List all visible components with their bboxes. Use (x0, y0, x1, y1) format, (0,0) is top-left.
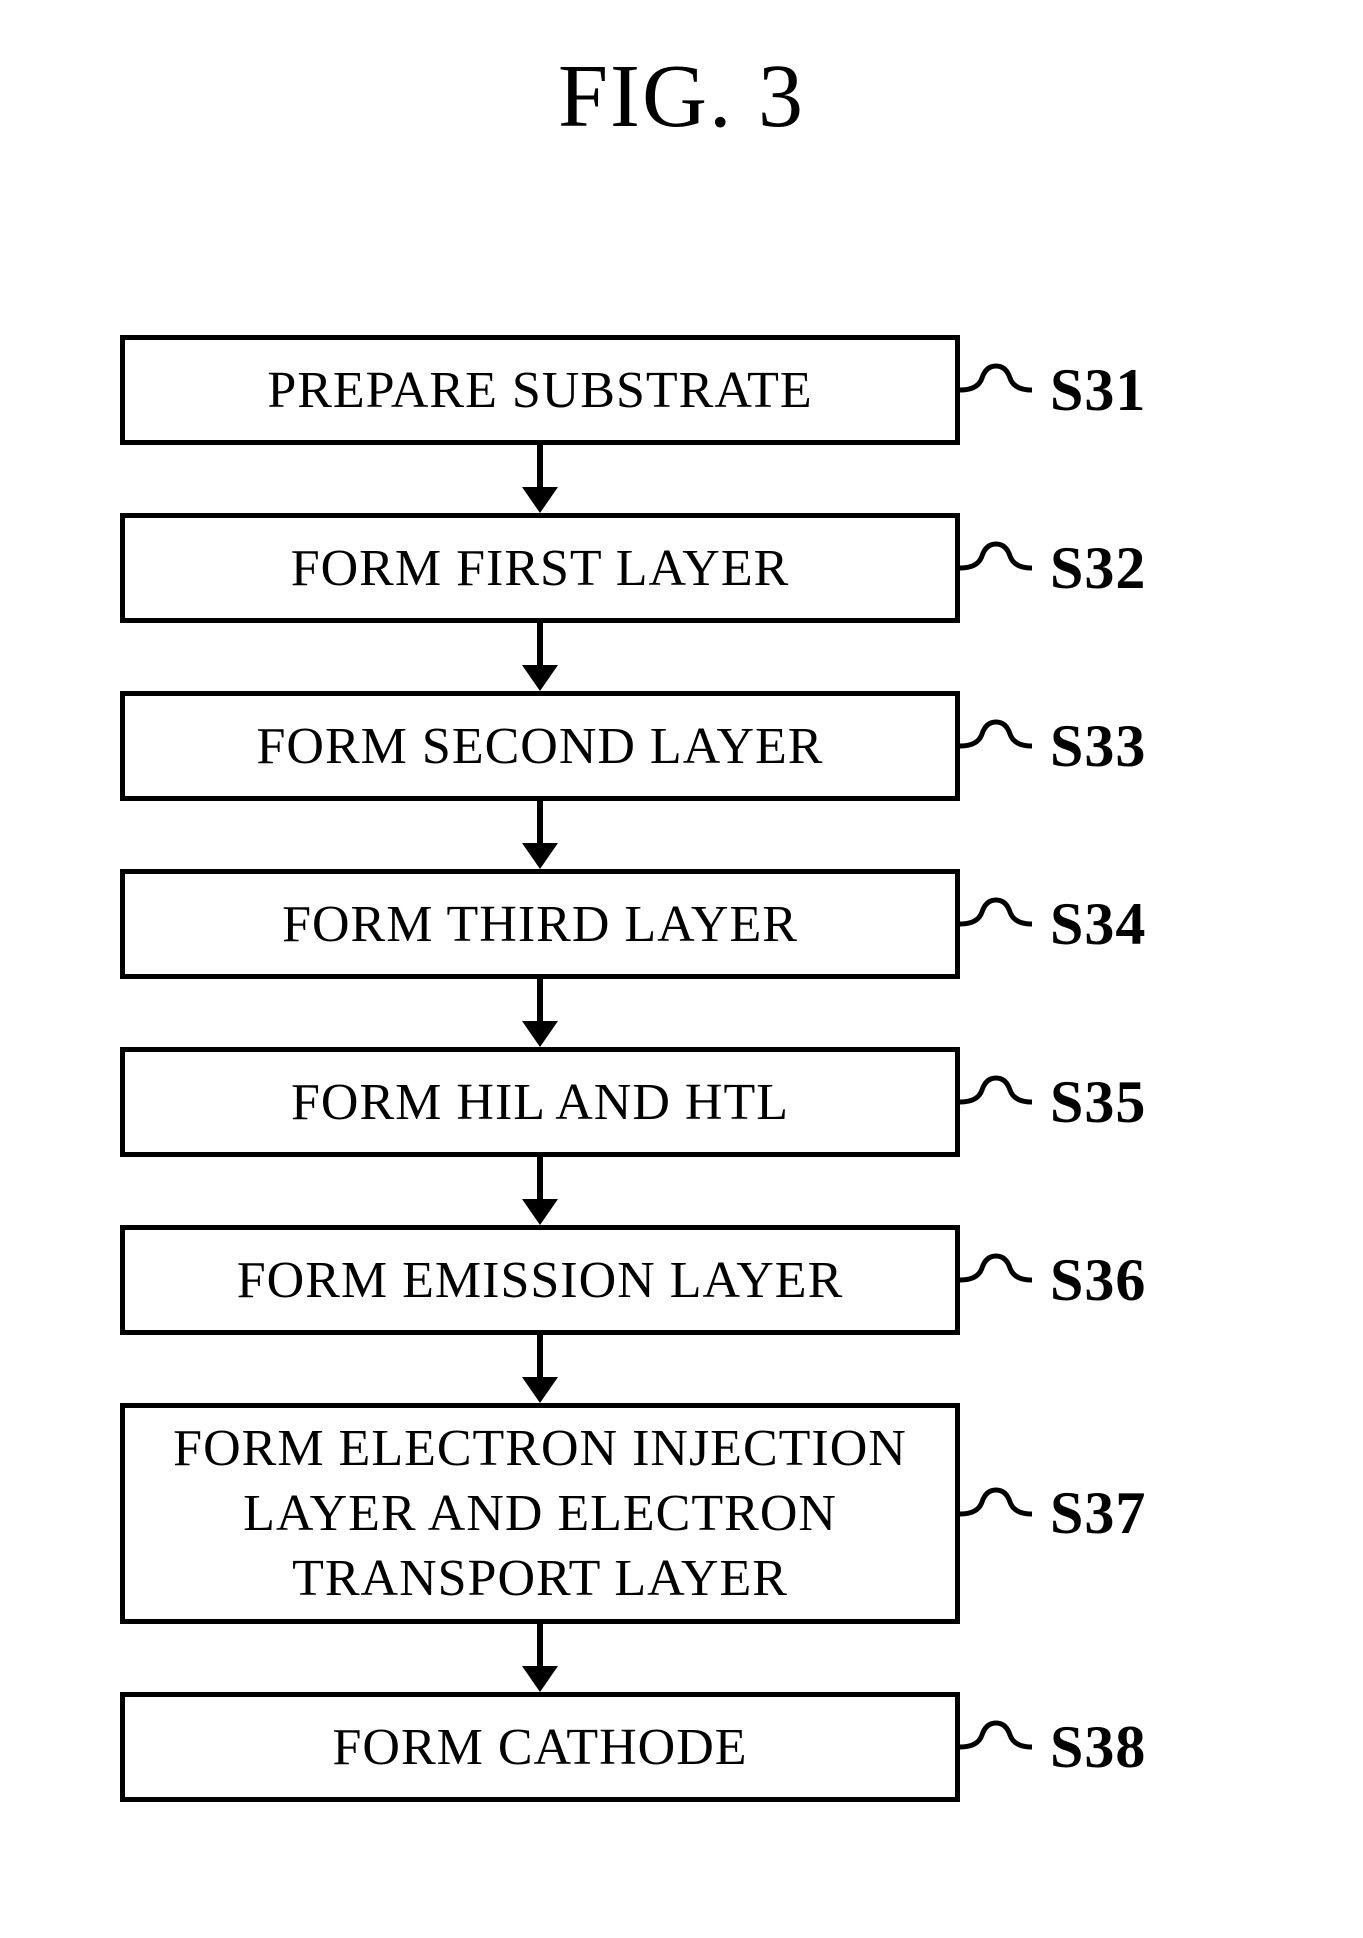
flow-step-id: S34 (1050, 890, 1146, 959)
curl-connector-icon (960, 1484, 1032, 1544)
flow-step-connector (960, 1225, 1032, 1335)
flow-step-text: PREPARE SUBSTRATE (267, 358, 812, 423)
curl-connector-icon (960, 716, 1032, 776)
flow-step: FORM EMISSION LAYER S36 (120, 1225, 1240, 1335)
curl-connector-icon (960, 1717, 1032, 1777)
flow-step-connector (960, 1047, 1032, 1157)
flow-step-connector (960, 513, 1032, 623)
down-arrow-icon (510, 445, 570, 513)
curl-connector-icon (960, 894, 1032, 954)
flow-step-box: FORM HIL AND HTL (120, 1047, 960, 1157)
down-arrow-icon (510, 801, 570, 869)
flow-arrow (120, 1335, 960, 1403)
flow-step-connector (960, 335, 1032, 445)
flow-step: FORM SECOND LAYER S33 (120, 691, 1240, 801)
down-arrow-icon (510, 1624, 570, 1692)
flow-step: FORM CATHODE S38 (120, 1692, 1240, 1802)
flow-step-id: S38 (1050, 1713, 1146, 1782)
curl-connector-icon (960, 1250, 1032, 1310)
flow-step: FORM ELECTRON INJECTION LAYER AND ELECTR… (120, 1403, 1240, 1624)
flow-step-box: FORM EMISSION LAYER (120, 1225, 960, 1335)
down-arrow-icon (510, 979, 570, 1047)
flow-arrow (120, 1624, 960, 1692)
flow-step: FORM THIRD LAYER S34 (120, 869, 1240, 979)
flow-step: PREPARE SUBSTRATE S31 (120, 335, 1240, 445)
flow-arrow (120, 623, 960, 691)
flow-arrow (120, 801, 960, 869)
flow-step-box: FORM FIRST LAYER (120, 513, 960, 623)
down-arrow-icon (510, 1335, 570, 1403)
flow-step-text: FORM CATHODE (332, 1715, 747, 1780)
flow-step-box: PREPARE SUBSTRATE (120, 335, 960, 445)
flow-step-text: FORM EMISSION LAYER (237, 1248, 844, 1313)
flow-step-box: FORM CATHODE (120, 1692, 960, 1802)
flow-step-id: S36 (1050, 1246, 1146, 1315)
flow-step-id: S35 (1050, 1068, 1146, 1137)
flow-step-connector (960, 1692, 1032, 1802)
flow-arrow (120, 445, 960, 513)
curl-connector-icon (960, 360, 1032, 420)
page: FIG. 3 PREPARE SUBSTRATE S31 FORM FIRST … (0, 0, 1363, 1938)
flow-step-id: S31 (1050, 356, 1146, 425)
flow-step-id: S33 (1050, 712, 1146, 781)
curl-connector-icon (960, 538, 1032, 598)
down-arrow-icon (510, 1157, 570, 1225)
flow-arrow (120, 979, 960, 1047)
flowchart: PREPARE SUBSTRATE S31 FORM FIRST LAYER (120, 335, 1240, 1802)
flow-arrow (120, 1157, 960, 1225)
flow-step-connector (960, 691, 1032, 801)
flow-step: FORM HIL AND HTL S35 (120, 1047, 1240, 1157)
flow-step-text: FORM SECOND LAYER (257, 714, 824, 779)
flow-step-connector (960, 1403, 1032, 1624)
flow-step: FORM FIRST LAYER S32 (120, 513, 1240, 623)
flow-step-connector (960, 869, 1032, 979)
curl-connector-icon (960, 1072, 1032, 1132)
flow-step-text: FORM HIL AND HTL (291, 1070, 789, 1135)
down-arrow-icon (510, 623, 570, 691)
flow-step-text: FORM FIRST LAYER (291, 536, 790, 601)
figure-title: FIG. 3 (0, 45, 1363, 148)
flow-step-text: FORM ELECTRON INJECTION LAYER AND ELECTR… (145, 1416, 935, 1611)
flow-step-id: S37 (1050, 1479, 1146, 1548)
flow-step-text: FORM THIRD LAYER (282, 892, 798, 957)
flow-step-box: FORM SECOND LAYER (120, 691, 960, 801)
flow-step-box: FORM ELECTRON INJECTION LAYER AND ELECTR… (120, 1403, 960, 1624)
flow-step-box: FORM THIRD LAYER (120, 869, 960, 979)
flow-step-id: S32 (1050, 534, 1146, 603)
